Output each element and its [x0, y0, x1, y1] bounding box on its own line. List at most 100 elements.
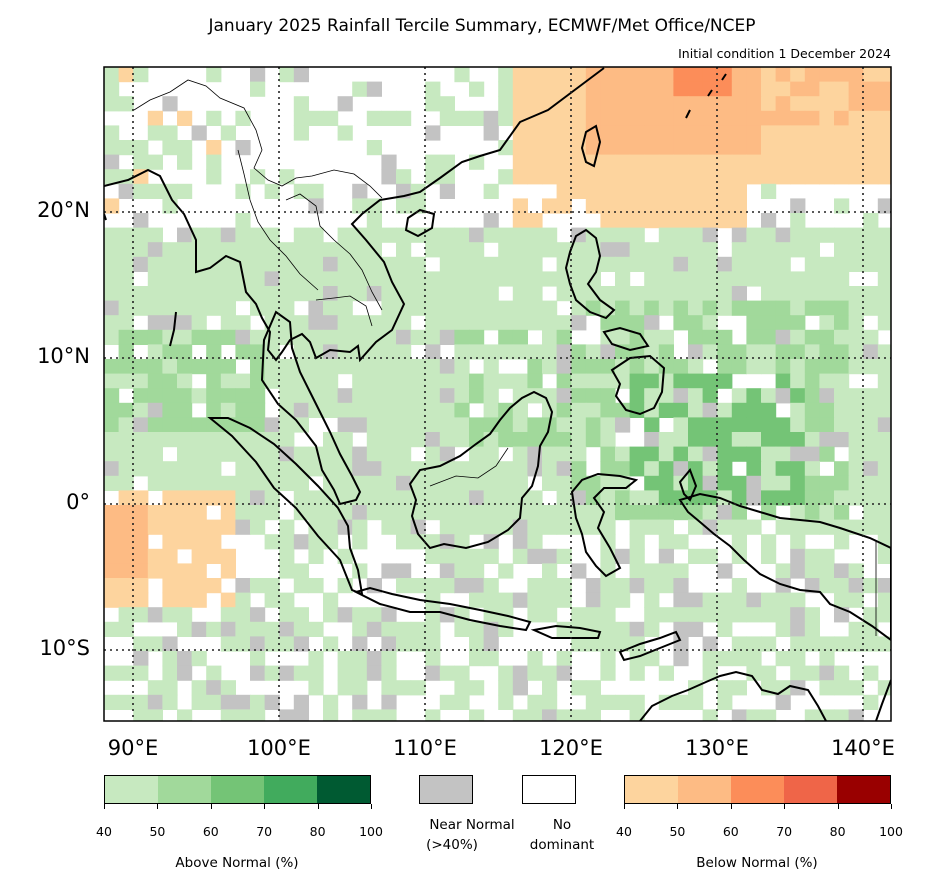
tercile-cell — [119, 359, 134, 374]
tercile-cell — [586, 593, 601, 608]
tercile-cell — [221, 301, 236, 316]
tercile-cell — [294, 534, 309, 549]
tercile-cell — [411, 271, 426, 286]
tercile-cell — [703, 228, 718, 243]
tercile-cell — [133, 651, 148, 666]
tercile-cell — [235, 432, 250, 447]
tercile-cell — [732, 96, 747, 111]
tercile-cell — [162, 680, 177, 695]
tercile-cell — [527, 578, 542, 593]
colorbar-tick-mark — [784, 804, 785, 809]
above-normal-caption: Above Normal (%) — [175, 855, 298, 871]
tercile-cell — [571, 184, 586, 199]
tercile-cell — [425, 490, 440, 505]
tercile-cell — [308, 666, 323, 681]
tercile-cell — [396, 228, 411, 243]
tercile-cell — [104, 666, 119, 681]
tercile-cell — [133, 286, 148, 301]
tercile-cell — [104, 461, 119, 476]
tercile-cell — [162, 374, 177, 389]
tercile-cell — [425, 403, 440, 418]
tercile-cell — [177, 578, 192, 593]
tercile-cell — [308, 242, 323, 257]
tercile-cell — [688, 315, 703, 330]
tercile-cell — [454, 301, 469, 316]
tercile-cell — [542, 520, 557, 535]
tercile-cell — [688, 82, 703, 97]
tercile-cell — [192, 520, 207, 535]
tercile-cell — [703, 388, 718, 403]
tercile-cell — [630, 286, 645, 301]
colorbar-tick-mark — [104, 804, 105, 809]
tercile-cell — [119, 271, 134, 286]
tercile-cell — [104, 549, 119, 564]
tercile-cell — [352, 476, 367, 491]
tercile-cell — [776, 388, 791, 403]
cbar-above-segment — [211, 776, 264, 803]
tercile-cell — [776, 140, 791, 155]
tercile-cell — [571, 388, 586, 403]
tercile-cell — [732, 417, 747, 432]
tercile-cell — [761, 534, 776, 549]
tercile-cell — [119, 417, 134, 432]
tercile-cell — [440, 461, 455, 476]
tercile-cell — [469, 301, 484, 316]
tercile-cell — [600, 140, 615, 155]
tercile-cell — [776, 563, 791, 578]
tercile-cell — [192, 695, 207, 710]
below-normal-caption: Below Normal (%) — [696, 855, 817, 871]
tercile-cell — [367, 111, 382, 126]
tercile-cell — [527, 549, 542, 564]
tercile-cell — [863, 257, 878, 272]
tercile-cell — [717, 520, 732, 535]
tercile-cell — [761, 344, 776, 359]
tercile-cell — [323, 374, 338, 389]
tercile-cell — [235, 476, 250, 491]
tercile-cell — [571, 359, 586, 374]
tercile-cell — [849, 82, 864, 97]
tercile-cell — [148, 330, 163, 345]
below-normal-colorbar — [624, 775, 891, 804]
tercile-cell — [776, 228, 791, 243]
tercile-cell — [425, 622, 440, 637]
tercile-cell — [790, 67, 805, 82]
tercile-cell — [206, 622, 221, 637]
tercile-cell — [513, 301, 528, 316]
tercile-cell — [557, 666, 572, 681]
tercile-cell — [148, 549, 163, 564]
tercile-cell — [498, 695, 513, 710]
tercile-cell — [294, 286, 309, 301]
tercile-cell — [250, 388, 265, 403]
tercile-cell — [498, 257, 513, 272]
tercile-cell — [805, 96, 820, 111]
tercile-cell — [338, 476, 353, 491]
tercile-cell — [265, 184, 280, 199]
tercile-cell — [615, 184, 630, 199]
tercile-cell — [148, 709, 163, 724]
tercile-cell — [440, 476, 455, 491]
tercile-cell — [557, 67, 572, 82]
tercile-cell — [527, 359, 542, 374]
tercile-cell — [761, 140, 776, 155]
tercile-cell — [717, 476, 732, 491]
tercile-cell — [177, 505, 192, 520]
tercile-cell — [381, 709, 396, 724]
tercile-cell — [790, 607, 805, 622]
tercile-cell — [148, 271, 163, 286]
tercile-cell — [454, 520, 469, 535]
tercile-cell — [630, 315, 645, 330]
tercile-cell — [790, 140, 805, 155]
tercile-cell — [352, 82, 367, 97]
tercile-cell — [863, 67, 878, 82]
tercile-cell — [411, 417, 426, 432]
tercile-cell — [279, 242, 294, 257]
tercile-cell — [542, 228, 557, 243]
tercile-cell — [761, 636, 776, 651]
tercile-cell — [484, 111, 499, 126]
tercile-cell — [849, 242, 864, 257]
tercile-cell — [338, 315, 353, 330]
tercile-cell — [104, 520, 119, 535]
tercile-cell — [265, 505, 280, 520]
tercile-cell — [133, 534, 148, 549]
tercile-cell — [571, 447, 586, 462]
